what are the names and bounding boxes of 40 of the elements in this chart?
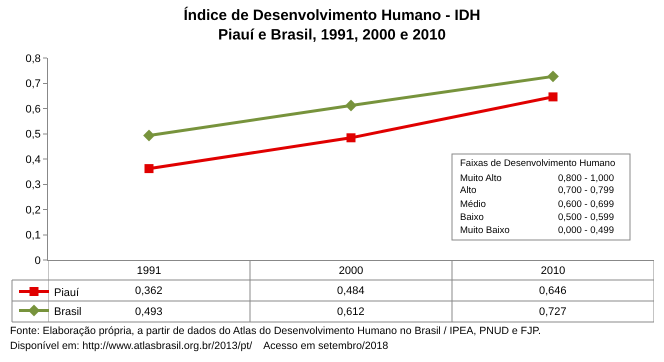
y-tick-label: 0,5 xyxy=(26,128,41,141)
point xyxy=(547,70,559,82)
annotation: Baixo xyxy=(460,212,484,223)
data-label: 0,484 xyxy=(337,285,365,297)
data-label: 0,612 xyxy=(337,306,365,318)
annotation: 0,000 - 0,499 xyxy=(558,225,614,236)
point xyxy=(345,100,357,112)
data-label: 0,362 xyxy=(135,285,163,297)
x-tick-label: 2000 xyxy=(338,265,364,278)
data-label: 0,727 xyxy=(539,306,567,318)
point xyxy=(143,130,155,142)
annotation: 0,800 - 1,000 xyxy=(558,173,614,184)
annotation: Muito Alto xyxy=(460,173,502,184)
y-tick-label: 0,3 xyxy=(26,179,41,192)
annotation: 0,700 - 0,799 xyxy=(558,185,614,196)
source-note: Fonte: Elaboração própria, a partir de dados do Atlas do Desenvolvimento Humano no Brasil / IPEA, PNUD e FJP. xyxy=(10,325,541,337)
point xyxy=(144,164,154,174)
annotation: 0,500 - 0,599 xyxy=(558,212,614,223)
x-tick-label: 2010 xyxy=(540,265,566,278)
y-tick-label: 0,4 xyxy=(26,154,41,166)
y-tick-label: 0,8 xyxy=(26,52,41,65)
x-tick-label: 1991 xyxy=(136,265,162,278)
point xyxy=(346,133,356,142)
point xyxy=(548,92,558,102)
annotation: 0,600 - 0,699 xyxy=(558,199,614,210)
data-label: 0,493 xyxy=(135,306,163,318)
y-tick-label: 0,1 xyxy=(26,230,41,242)
annotation: Muito Baixo xyxy=(460,225,510,236)
chart-title: Índice de Desenvolvimento Humano - IDH Piauí e Brasil, 1991, 2000 e 2010 xyxy=(184,6,480,44)
legend-label: Piauí xyxy=(54,286,80,299)
legend-label: Brasil xyxy=(54,306,82,318)
annotation: Médio xyxy=(460,199,486,210)
y-tick-label: 0,2 xyxy=(26,204,41,216)
data-label: 0,646 xyxy=(539,285,567,297)
text: Disponível em: http://www.atlasbrasil.org.br/2013/pt/ Acesso em setembro/2018 xyxy=(10,340,388,352)
annotation: Alto xyxy=(460,185,476,196)
y-tick-label: 0,6 xyxy=(26,103,41,116)
y-tick-label: 0 xyxy=(34,254,41,267)
annotation: Faixas de Desenvolvimento Humano xyxy=(460,158,616,169)
y-tick-label: 0,7 xyxy=(26,78,41,90)
